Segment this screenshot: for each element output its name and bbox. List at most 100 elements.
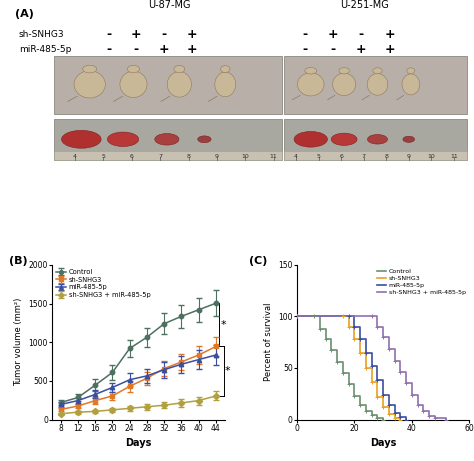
sh-SNHG3 + miR-485-5p [380, 324, 386, 330]
sh-SNHG3 + miR-485-5p [415, 392, 420, 397]
Ellipse shape [220, 65, 230, 72]
Control [374, 416, 380, 421]
sh-SNHG3 + miR-485-5p [403, 381, 409, 386]
Ellipse shape [74, 71, 105, 98]
miR-485-5p [352, 314, 357, 319]
Text: (C): (C) [249, 256, 267, 266]
Text: sh-SNHG3: sh-SNHG3 [19, 30, 64, 39]
Text: 5: 5 [101, 154, 105, 159]
miR-485-5p [346, 314, 351, 319]
Text: 7: 7 [362, 154, 366, 159]
sh-SNHG3 + miR-485-5p [392, 358, 397, 364]
sh-SNHG3 [374, 380, 380, 385]
sh-SNHG3 + miR-485-5p [398, 369, 403, 375]
Text: -: - [106, 28, 111, 41]
Ellipse shape [198, 136, 211, 143]
FancyBboxPatch shape [54, 119, 282, 160]
sh-SNHG3 + miR-485-5p [415, 402, 420, 408]
Text: +: + [384, 28, 395, 41]
sh-SNHG3 + miR-485-5p [426, 414, 432, 419]
Ellipse shape [174, 65, 185, 73]
Control [311, 314, 317, 319]
miR-485-5p [403, 415, 409, 420]
Text: +: + [159, 43, 169, 56]
sh-SNHG3 [346, 324, 351, 330]
miR-485-5p [357, 324, 363, 330]
sh-SNHG3 [369, 380, 374, 385]
sh-SNHG3 [352, 337, 357, 342]
sh-SNHG3 + miR-485-5p [369, 314, 374, 319]
Ellipse shape [367, 135, 388, 144]
miR-485-5p [380, 378, 386, 383]
Text: +: + [384, 43, 395, 56]
sh-SNHG3 [363, 350, 369, 355]
Y-axis label: Percent of survival: Percent of survival [264, 303, 273, 382]
miR-485-5p [374, 378, 380, 383]
Text: -: - [133, 43, 138, 56]
Ellipse shape [294, 131, 328, 147]
sh-SNHG3 + miR-485-5p [432, 416, 438, 421]
Ellipse shape [402, 74, 420, 95]
sh-SNHG3 [374, 394, 380, 400]
sh-SNHG3 [357, 350, 363, 355]
miR-485-5p [398, 415, 403, 420]
miR-485-5p [363, 350, 369, 355]
sh-SNHG3 [346, 314, 351, 319]
miR-485-5p [374, 363, 380, 369]
sh-SNHG3 [340, 314, 346, 319]
sh-SNHG3 [294, 314, 300, 319]
Control [346, 382, 351, 387]
sh-SNHG3 [386, 412, 392, 417]
miR-485-5p [386, 402, 392, 408]
sh-SNHG3 + miR-485-5p [386, 334, 392, 340]
miR-485-5p [352, 324, 357, 330]
miR-485-5p [398, 411, 403, 416]
Ellipse shape [128, 65, 139, 73]
Text: 7: 7 [158, 154, 162, 159]
FancyBboxPatch shape [54, 151, 282, 160]
FancyBboxPatch shape [283, 119, 467, 160]
sh-SNHG3 + miR-485-5p [409, 381, 415, 386]
Control [334, 359, 340, 365]
Control [340, 359, 346, 365]
Y-axis label: Tumor volume (mm²): Tumor volume (mm²) [14, 298, 23, 386]
Control [340, 370, 346, 376]
Text: 11: 11 [450, 154, 458, 159]
Text: 6: 6 [130, 154, 134, 159]
sh-SNHG3 + miR-485-5p [392, 347, 397, 352]
Text: 8: 8 [187, 154, 191, 159]
miR-485-5p [386, 392, 392, 397]
miR-485-5p [363, 337, 369, 342]
Line: Control: Control [297, 317, 383, 420]
sh-SNHG3 [398, 416, 403, 421]
sh-SNHG3 + miR-485-5p [420, 402, 426, 408]
miR-485-5p [403, 417, 409, 422]
Control [380, 416, 386, 421]
Text: 6: 6 [339, 154, 343, 159]
Ellipse shape [333, 73, 356, 95]
FancyBboxPatch shape [54, 56, 282, 114]
Control [317, 314, 323, 319]
Control [352, 382, 357, 387]
Text: *: * [220, 320, 226, 330]
Text: miR-485-5p: miR-485-5p [19, 45, 71, 54]
Text: U-251-MG: U-251-MG [341, 0, 389, 11]
sh-SNHG3 + miR-485-5p [444, 417, 449, 422]
Control [328, 348, 334, 353]
Text: 4: 4 [73, 154, 77, 159]
sh-SNHG3 + miR-485-5p [294, 314, 300, 319]
Text: (A): (A) [15, 9, 34, 19]
sh-SNHG3 + miR-485-5p [444, 416, 449, 421]
miR-485-5p [392, 411, 397, 416]
Text: *: * [225, 366, 230, 376]
Control [363, 408, 369, 414]
FancyBboxPatch shape [283, 151, 467, 160]
Control [357, 393, 363, 399]
sh-SNHG3 + miR-485-5p [374, 314, 380, 319]
sh-SNHG3 + miR-485-5p [432, 414, 438, 419]
Ellipse shape [403, 136, 415, 142]
Ellipse shape [367, 74, 388, 95]
miR-485-5p [392, 402, 397, 408]
sh-SNHG3 [398, 417, 403, 422]
Text: 11: 11 [270, 154, 277, 159]
